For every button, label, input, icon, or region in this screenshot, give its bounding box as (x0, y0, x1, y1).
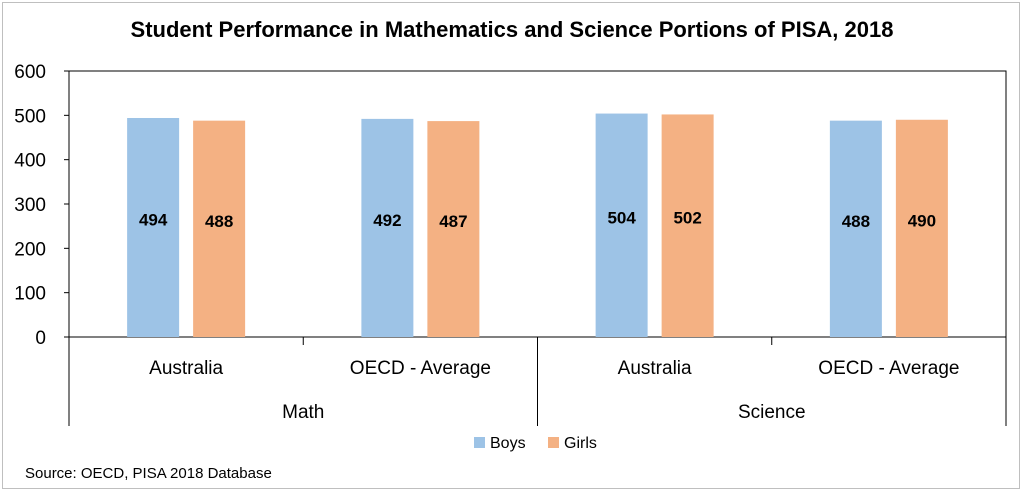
group-label: Math (282, 402, 324, 423)
bar-girls (661, 114, 714, 338)
data-label: 504 (607, 208, 636, 227)
y-tick-label: 100 (14, 284, 46, 305)
data-label: 490 (908, 211, 936, 230)
legend-label: Girls (564, 435, 597, 452)
chart-title: Student Performance in Mathematics and S… (131, 17, 894, 42)
category-label: OECD - Average (818, 358, 959, 379)
data-label: 488 (205, 212, 233, 231)
bar-boys (829, 120, 882, 337)
bar-boys (595, 113, 648, 337)
bar-girls (895, 119, 948, 338)
group-label: Science (738, 402, 806, 423)
data-label: 492 (373, 211, 401, 230)
data-label: 502 (673, 209, 701, 228)
y-tick-label: 500 (14, 106, 46, 127)
data-label: 487 (439, 212, 467, 231)
y-tick-label: 0 (35, 328, 46, 349)
data-label: 488 (842, 212, 870, 231)
legend: Boys Girls (474, 435, 597, 452)
source-note: Source: OECD, PISA 2018 Database (25, 465, 272, 482)
bar-boys (361, 118, 414, 337)
data-label: 494 (139, 210, 168, 229)
y-tick-label: 600 (14, 62, 46, 83)
category-label: OECD - Average (350, 358, 491, 379)
legend-swatch-boys (474, 437, 485, 448)
category-label: Australia (149, 358, 223, 379)
legend-label: Boys (490, 435, 526, 452)
legend-swatch-girls (548, 437, 559, 448)
bar-girls (193, 120, 246, 337)
bar-boys (127, 117, 180, 337)
y-tick-label: 300 (14, 195, 46, 216)
plot-area: 0 100 200 300 400 500 600 494 488 Australia 492 487… (14, 62, 1007, 426)
bar-girls (427, 121, 480, 337)
y-tick-label: 400 (14, 151, 46, 172)
category-label: Australia (618, 358, 692, 379)
y-tick-label: 200 (14, 239, 46, 260)
